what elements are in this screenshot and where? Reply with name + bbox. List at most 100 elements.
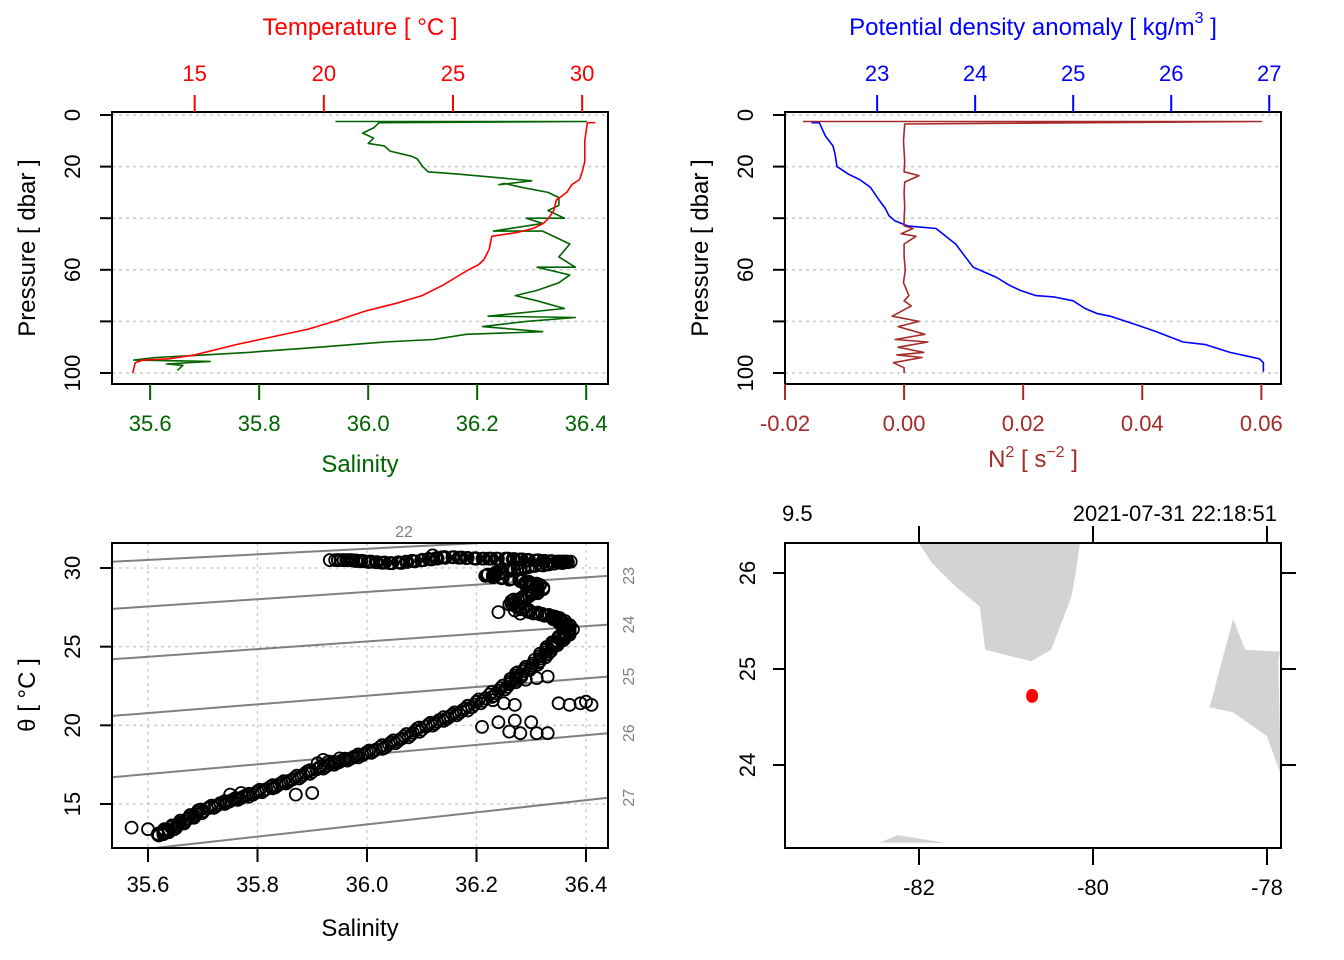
- y-tick-label: 24: [735, 753, 760, 777]
- bottom-tick-label: 0.00: [883, 411, 926, 436]
- y-axis-title: θ [ °C ]: [14, 658, 41, 732]
- panel-station-map: -82 -80 -78 24 25 26 9.5 2021-07-31 22:18:51: [735, 501, 1296, 900]
- data-point: [332, 751, 347, 766]
- data-point: [469, 694, 484, 709]
- data-point: [322, 553, 337, 567]
- isopycnal-labels: 22 23 24 25 26 27: [395, 524, 638, 807]
- x-tick-label: -80: [1077, 875, 1109, 900]
- data-point: [421, 552, 436, 566]
- data-point: [354, 554, 369, 569]
- data-point: [157, 822, 172, 837]
- series-line-n-: [802, 120, 1263, 373]
- data-point: [234, 786, 249, 800]
- data-point: [316, 753, 331, 767]
- isopycnal-label: 23: [621, 567, 638, 585]
- x-tick-label: -82: [903, 875, 935, 900]
- data-point: [406, 726, 420, 740]
- y-tick-label: 0: [733, 109, 758, 121]
- scatter-points: [124, 548, 599, 843]
- panel-temperature-salinity-profile: 0 20 60 100 35.6 35.8 36.0 36.2 36.4 15 20 25 30 Tem…: [14, 14, 609, 478]
- data-point: [414, 722, 429, 737]
- isopycnal-line: [112, 675, 608, 717]
- data-point: [398, 554, 413, 569]
- data-point: [467, 551, 482, 566]
- station-layer: [1026, 688, 1039, 703]
- top-axis-title-end: ]: [1204, 14, 1217, 41]
- data-point: [425, 548, 440, 563]
- top-axis-title-base: Potential density anomaly [ kg/m: [849, 14, 1195, 41]
- top-tick-label: 23: [865, 61, 889, 86]
- isopycnal-label: 25: [621, 668, 638, 686]
- top-tick-label: 30: [570, 61, 594, 86]
- bottom-axis-title: Salinity: [321, 451, 398, 478]
- data-point: [507, 713, 522, 728]
- y-tick-label: 15: [60, 792, 85, 816]
- top-axis-title: Temperature [ °C ]: [263, 14, 458, 41]
- data-point: [445, 550, 460, 565]
- data-point: [429, 551, 443, 566]
- data-point: [427, 716, 442, 731]
- top-tick-label: 15: [182, 61, 206, 86]
- top-axis-title-superscript: 3: [1195, 10, 1204, 27]
- plot-frame: [784, 542, 1282, 849]
- map-top-left-label: 9.5: [782, 501, 813, 526]
- data-point: [513, 606, 528, 621]
- bottom-tick-label: 36.2: [456, 411, 499, 436]
- data-point: [340, 553, 355, 568]
- series-layer: [802, 120, 1265, 373]
- data-point: [529, 726, 544, 741]
- top-tick-label: 24: [963, 61, 987, 86]
- isopycnal-line: [145, 796, 608, 848]
- data-point: [475, 551, 490, 566]
- y-tick-label: 26: [735, 561, 760, 585]
- data-point: [368, 555, 383, 570]
- data-point: [507, 698, 522, 712]
- x-tick-label: 35.8: [236, 872, 279, 897]
- data-point: [250, 784, 265, 799]
- data-point: [489, 686, 504, 701]
- isopycnal-label: 22: [395, 524, 413, 541]
- y-tick-label: 25: [735, 657, 760, 681]
- bottom-tick-label: 0.06: [1240, 411, 1283, 436]
- series-line-salinity: [133, 120, 588, 371]
- isopycnal-line: [112, 543, 501, 563]
- land-florida: [919, 543, 1080, 662]
- map-station-timestamp: 2021-07-31 22:18:51: [1073, 501, 1277, 526]
- data-point: [451, 550, 466, 565]
- bottom-axis-title-bracket-open: [: [1014, 446, 1034, 473]
- x-tick-label: 36.0: [346, 872, 389, 897]
- isopycnal-label: 26: [621, 724, 638, 742]
- data-point: [374, 555, 389, 570]
- data-point: [555, 556, 570, 570]
- bottom-tick-label: -0.02: [760, 411, 810, 436]
- x-tick-label: 36.2: [455, 872, 498, 897]
- isopycnal-label: 24: [621, 616, 638, 634]
- y-tick-label: 30: [60, 556, 85, 580]
- data-point: [141, 822, 155, 837]
- plot-frame: [111, 542, 609, 849]
- data-point: [540, 726, 555, 741]
- top-tick-label: 25: [441, 61, 465, 86]
- axes: 0 20 60 100-0.02 0.00 0.02 0.04 0.06 23 24 25 26 27: [733, 61, 1283, 436]
- bottom-tick-label: 35.8: [238, 411, 281, 436]
- data-point: [529, 576, 544, 591]
- x-axis-title: Salinity: [321, 915, 398, 942]
- axes: 35.6 35.8 36.0 36.2 36.4 15 20 25 30: [60, 556, 607, 897]
- top-tick-label: 27: [1257, 61, 1281, 86]
- data-point: [288, 787, 303, 802]
- x-tick-label: 35.6: [127, 872, 170, 897]
- data-point: [124, 820, 139, 835]
- y-axis-title: Pressure [ dbar ]: [14, 159, 41, 336]
- isopycnal-line: [112, 623, 608, 661]
- bottom-axis-title-bracket-close: ]: [1065, 446, 1078, 473]
- data-point: [208, 799, 223, 814]
- data-point: [498, 682, 512, 697]
- data-point: [524, 715, 539, 730]
- data-point: [540, 647, 555, 662]
- data-point: [476, 693, 491, 708]
- data-point: [481, 551, 496, 566]
- bottom-axis-title-base: N: [988, 446, 1005, 473]
- data-point: [364, 746, 379, 760]
